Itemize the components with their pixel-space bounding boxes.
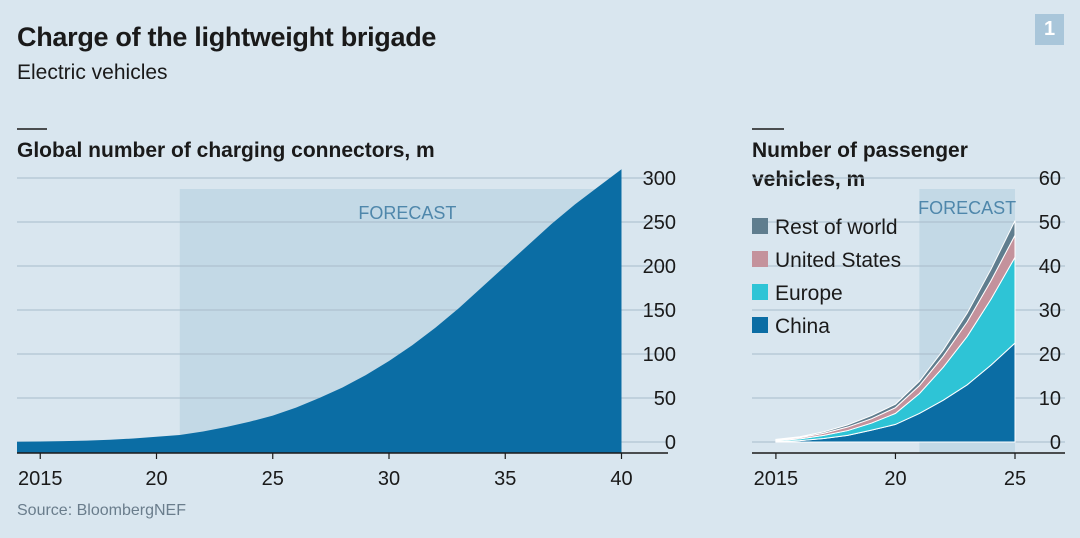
- x-tick-label: 20: [145, 468, 167, 490]
- y-tick-label: 50: [654, 388, 676, 410]
- y-tick-label: 100: [643, 344, 676, 366]
- legend-swatch: [752, 218, 768, 234]
- x-tick-label: 2015: [754, 468, 799, 490]
- chargers-area: [17, 169, 622, 453]
- forecast-label: FORECAST: [918, 198, 1016, 218]
- legend-label: Rest of world: [775, 216, 898, 239]
- legend-label: Europe: [775, 282, 843, 305]
- x-tick-label: 40: [610, 468, 632, 490]
- x-tick-label: 30: [378, 468, 400, 490]
- y-tick-label: 10: [1039, 388, 1061, 410]
- figure-number-badge: 1: [1035, 14, 1064, 45]
- x-tick-label: 25: [1004, 468, 1026, 490]
- y-tick-label: 0: [665, 432, 676, 454]
- y-tick-label: 30: [1039, 300, 1061, 322]
- x-tick-label: 35: [494, 468, 516, 490]
- x-tick-label: 20: [884, 468, 906, 490]
- legend-swatch: [752, 317, 768, 333]
- legend-swatch: [752, 251, 768, 267]
- forecast-label: FORECAST: [358, 203, 456, 223]
- y-tick-label: 0: [1050, 432, 1061, 454]
- legend-swatch: [752, 284, 768, 300]
- chart-title: Global number of charging connectors, m: [17, 139, 435, 162]
- y-tick-label: 20: [1039, 344, 1061, 366]
- chart-title-line-2: vehicles, m: [752, 168, 865, 191]
- chart-title-line-1: Number of passenger: [752, 139, 968, 162]
- y-tick-label: 200: [643, 256, 676, 278]
- y-tick-label: 40: [1039, 256, 1061, 278]
- source-note: Source: BloombergNEF: [17, 502, 186, 519]
- page-title: Charge of the lightweight brigade: [17, 22, 437, 52]
- y-tick-label: 150: [643, 300, 676, 322]
- x-tick-label: 25: [262, 468, 284, 490]
- y-tick-label: 300: [643, 168, 676, 190]
- y-tick-label: 60: [1039, 168, 1061, 190]
- legend-label: United States: [775, 249, 901, 272]
- y-tick-label: 250: [643, 212, 676, 234]
- page-subtitle: Electric vehicles: [17, 61, 168, 84]
- y-tick-label: 50: [1039, 212, 1061, 234]
- area-rest-of-world: [775, 220, 1016, 441]
- legend-label: China: [775, 315, 830, 338]
- x-tick-label: 2015: [18, 468, 63, 490]
